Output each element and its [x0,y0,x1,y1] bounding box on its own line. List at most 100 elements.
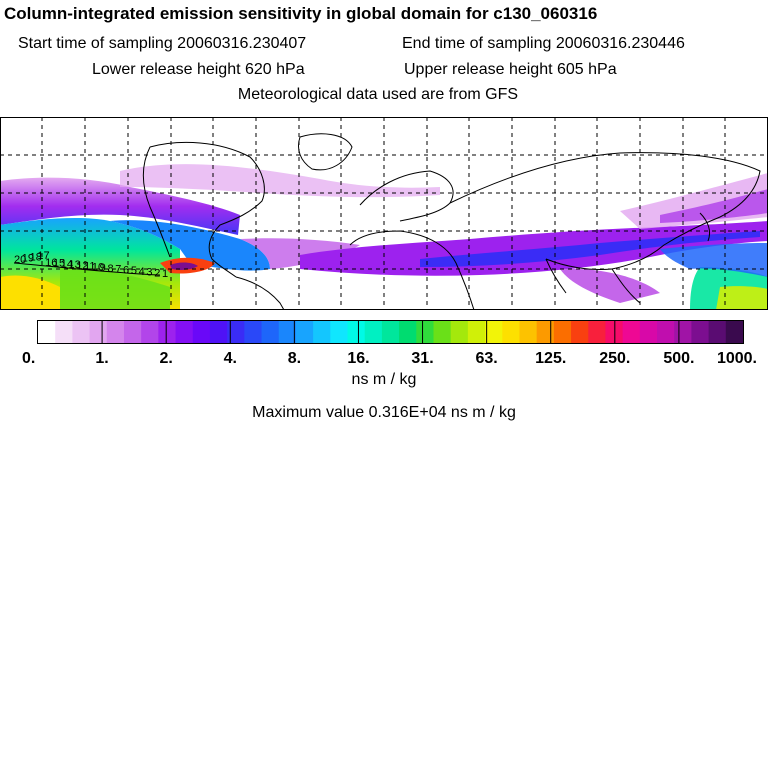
trajectory-label: 5 [131,265,137,277]
plume-pacific-east-blue [660,243,768,277]
trajectory-label: 12 [76,260,88,272]
colorbar-cell [123,321,142,343]
trajectory-label: 20 [14,254,26,266]
colorbar-cell [244,321,263,343]
colorbar-tick-label: 125. [535,350,566,367]
trajectory-label: 1 [162,268,168,280]
colorbar-cell [364,321,383,343]
plume-subtropical-band [300,221,768,276]
colorbar-cell [313,321,331,343]
plume-north-upper [120,164,440,198]
plume-pacific-south [560,268,660,303]
plume-atlantic-lower [240,238,360,269]
colorbar-cell [227,321,245,343]
colorbar-cell [261,321,280,343]
colorbar-tick-label: 0. [22,350,35,367]
plume-south-green [60,267,170,310]
colorbar-cell [485,321,503,343]
coast-africa [349,230,475,310]
colorbar-ticks [101,321,680,343]
colorbar-tick-label: 1000. [717,350,757,367]
colorbar-cell [691,321,710,343]
colorbar-cell [450,321,469,343]
colorbar-cell [55,321,73,343]
colorbar-cell [536,321,555,343]
colorbar-tick-label: 4. [224,350,237,367]
colorbar-cell [657,321,675,343]
colorbar-cell [192,321,211,343]
trajectory-label: 8 [107,263,113,275]
colorbar-cell [72,321,91,343]
colorbar-tick-label: 250. [599,350,630,367]
colorbar-tick-label: 2. [160,350,173,367]
plume-pacific-east-yellow [716,286,768,310]
trajectory-label: 7 [115,264,121,276]
trajectory-label: 3 [146,267,152,279]
colorbar-cell [416,321,435,343]
plume-south-west [0,275,60,310]
plume-asia-north-core [660,189,768,223]
colorbar-cell [141,321,159,343]
units-label: ns m / kg [351,371,417,388]
colorbar-cell [502,321,521,343]
plume-subtropical-core [420,231,760,267]
colorbar-cell [209,321,228,343]
colorbar-cell [381,321,400,343]
colorbar-cell [330,321,349,343]
trajectory-label: 16 [45,257,57,269]
lower-release-label: Lower release height 620 hPa [92,61,305,78]
colorbar-cell [433,321,452,343]
colorbar-cells [38,321,744,343]
met-data-label: Meteorological data used are from GFS [237,86,519,103]
colorbar-cell [467,321,486,343]
start-time-label: Start time of sampling 20060316.230407 [18,35,307,52]
map-title: Column-integrated emission sensitivity i… [4,4,598,23]
colorbar-tick-label: 8. [288,350,301,367]
colorbar-tick-label: 31. [411,350,433,367]
colorbar-cell [295,321,314,343]
colorbar-cell [89,321,108,343]
colorbar-tick-label: 1. [95,350,108,367]
trajectory-label: 6 [123,264,129,276]
trajectory-label: 18 [30,251,42,263]
colorbar-cell [708,321,727,343]
coast-india [545,258,567,294]
coast-north-america [149,141,265,278]
colorbar-cell [588,321,607,343]
coast-south-america [235,276,285,310]
trajectory-label: 11 [84,261,95,273]
trajectory-label: 17 [37,250,49,262]
lat-lon-grid [0,117,768,310]
plume-north-west [0,177,240,235]
colorbar-cell [571,321,589,343]
trajectory-label: 13 [69,259,81,271]
colorbar-tick-label: 500. [663,350,694,367]
coast-japan [699,212,711,242]
trajectory-label: 15 [53,258,65,270]
colorbar-tick-label: 63. [476,350,498,367]
trajectory-line [13,262,161,276]
coast-southeast-asia [611,268,641,304]
colorbar-cell [278,321,297,343]
colorbar-cell [158,321,177,343]
colorbar-cell [399,321,417,343]
plume-core-inner [170,262,198,270]
colorbar-cell [674,321,693,343]
colorbar-cell [38,321,56,343]
trajectory-label: 9 [100,262,106,274]
plume-caribbean [110,220,270,271]
trajectory-label: 14 [61,258,73,270]
colorbar-cell [347,321,366,343]
trajectory-label: 2 [154,267,160,279]
colorbar-cell [175,321,194,343]
coast-europe [359,170,454,222]
trajectory-label: 10 [92,261,104,273]
colorbar-cell [622,321,641,343]
colorbar-cell [519,321,538,343]
upper-release-label: Upper release height 605 hPa [404,61,617,78]
colorbar-cell [725,321,744,343]
trajectory-label: 19 [22,253,34,265]
colorbar-cell [106,321,125,343]
colorbar: 0. 1. 2. 4. 8. 16. 31. 63. 125. 250. 500. 1000. [22,320,757,367]
